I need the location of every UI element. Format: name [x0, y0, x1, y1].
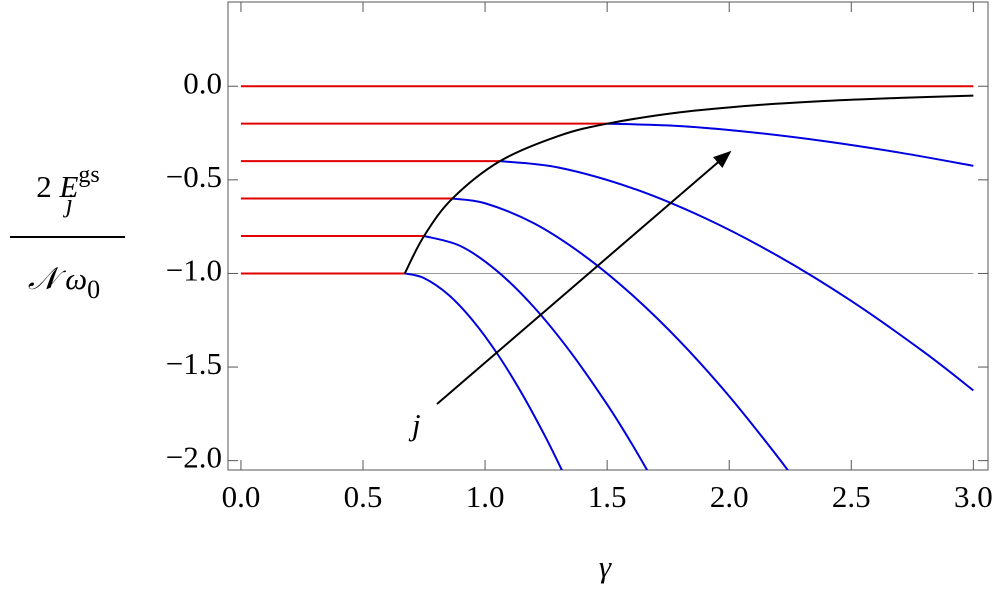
y-label-subscript: j	[63, 189, 73, 218]
y-label-denominator-subscript: 0	[87, 275, 100, 304]
x-tick-label: 0.5	[344, 479, 383, 514]
y-label-denominator-text: 𝒩 ω	[28, 261, 87, 296]
y-label-denominator: 𝒩 ω0	[28, 261, 100, 304]
curve	[404, 272, 563, 470]
x-tick-label: 2.0	[710, 479, 749, 514]
y-tick-label: 0.0	[183, 65, 222, 100]
x-tick-label: 3.0	[954, 479, 993, 514]
arrow	[436, 150, 732, 405]
y-tick-label: −0.5	[166, 159, 222, 194]
y-label-number: 2	[36, 169, 52, 204]
x-tick-label: 1.5	[588, 479, 627, 514]
y-tick-label: −2.0	[166, 440, 222, 475]
y-label-numerator: 2 Egs j	[36, 162, 100, 218]
x-axis-label: γ	[599, 549, 612, 584]
y-label-superscript: gs	[78, 162, 99, 188]
y-tick-label: −1.0	[166, 253, 222, 288]
x-tick-label: 1.0	[466, 479, 505, 514]
x-tick-label: 0.0	[222, 479, 261, 514]
curves	[240, 85, 974, 470]
curve	[452, 197, 789, 470]
plot-frame	[227, 1, 989, 471]
annotation: j	[408, 407, 421, 442]
y-tick-label: −1.5	[166, 346, 222, 381]
y-label-symbol: E	[58, 169, 78, 204]
curve	[403, 94, 974, 274]
x-tick-label: 2.5	[832, 479, 871, 514]
curve	[423, 235, 649, 470]
curve	[607, 122, 974, 167]
curve	[499, 160, 974, 392]
